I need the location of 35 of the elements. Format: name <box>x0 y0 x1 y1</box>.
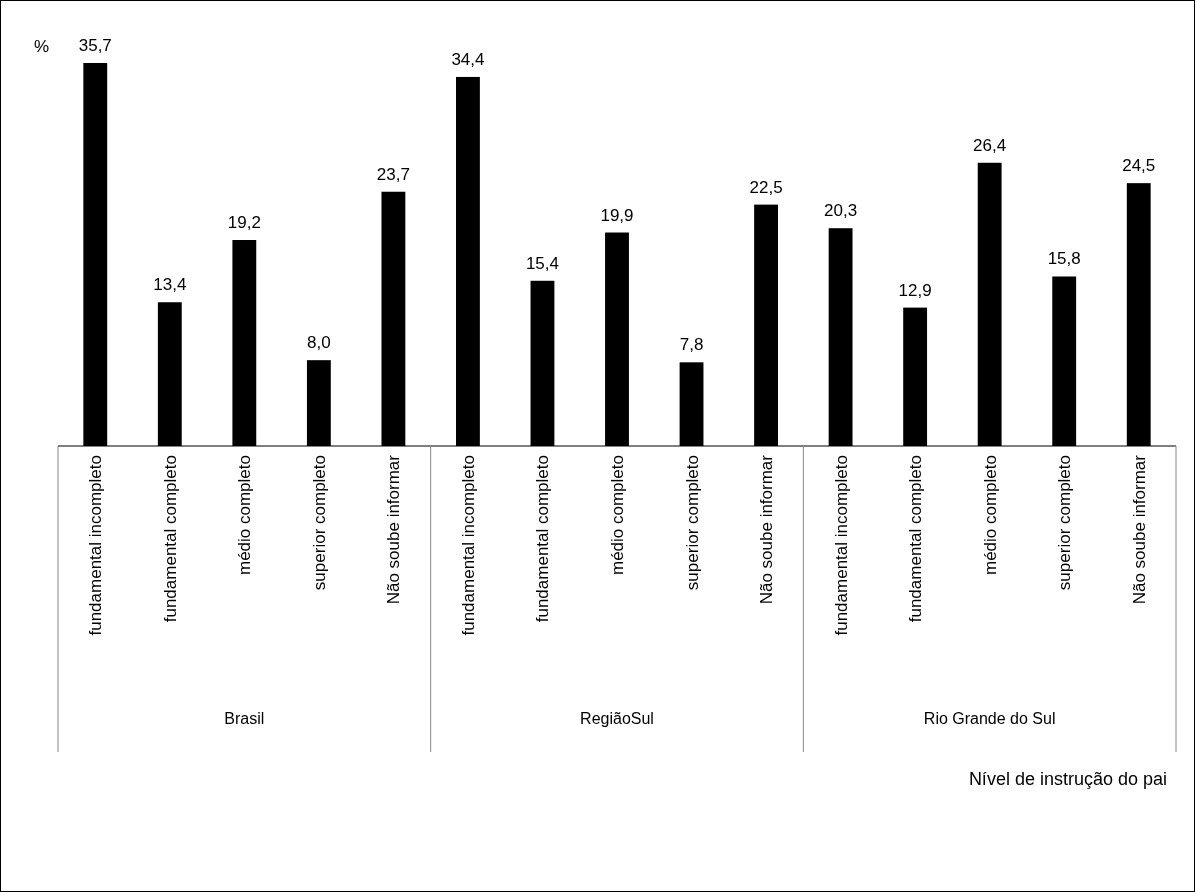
data-label: 19,2 <box>227 213 261 233</box>
x-tick-label: superior completo <box>682 455 702 591</box>
data-label: 13,4 <box>153 275 187 295</box>
text: Brasil <box>224 710 265 727</box>
x-tick-label: Não soube informar <box>384 454 404 605</box>
data-label: 26,4 <box>973 135 1007 155</box>
data-label: 23,7 <box>376 164 410 184</box>
data-label: 20,3 <box>824 201 858 221</box>
x-tick-label: superior completo <box>1055 455 1075 591</box>
text: RegiãoSul <box>580 710 654 727</box>
y-axis-title: % <box>34 37 50 56</box>
data-label: 34,4 <box>451 49 485 69</box>
x-tick-label: médio completo <box>235 455 255 576</box>
text: Nível de instrução do pai <box>968 769 1167 789</box>
x-tick-label: fundamental incompleto <box>831 455 851 636</box>
x-tick-label: superior completo <box>309 455 329 591</box>
text: Rio Grande do Sul <box>923 710 1056 727</box>
data-label: 12,9 <box>898 280 932 300</box>
x-tick-label: fundamental completo <box>533 455 553 623</box>
x-tick-label: Não soube informar <box>1129 454 1149 605</box>
x-tick-label: fundamental incompleto <box>458 455 478 636</box>
data-label: 22,5 <box>749 177 783 197</box>
x-tick-label: Não soube informar <box>757 454 777 605</box>
data-label: 15,8 <box>1047 249 1081 269</box>
x-tick-label: fundamental completo <box>160 455 180 623</box>
x-tick-label: fundamental completo <box>906 455 926 623</box>
data-label: 35,7 <box>78 36 112 55</box>
x-tick-label: médio completo <box>980 455 1000 576</box>
data-label: 7,8 <box>679 335 704 355</box>
data-label: 19,9 <box>600 205 634 225</box>
x-tick-label: fundamental incompleto <box>86 455 106 636</box>
x-tick-label: médio completo <box>608 455 627 576</box>
data-label: 24,5 <box>1122 156 1156 176</box>
data-label: 8,0 <box>307 333 331 353</box>
data-label: 15,4 <box>525 253 560 273</box>
